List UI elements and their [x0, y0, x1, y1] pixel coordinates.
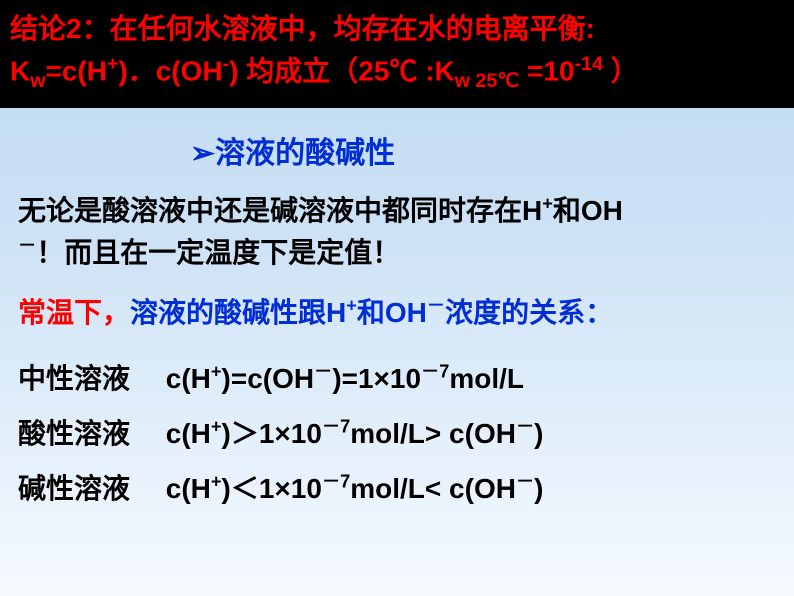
n-a: c(H	[166, 363, 211, 394]
a-d: )	[534, 418, 543, 449]
eq-basic: 碱性溶液 c(H+)＜1×10－7mol/L< c(OH－)	[18, 462, 776, 517]
h-exp: -14	[575, 53, 603, 75]
n-plus: +	[211, 362, 222, 382]
kw-w: w	[30, 70, 45, 92]
header-line-2: Kw=c(H+)．c(OH-) 均成立（25℃ :Kw 25℃ =10-14 ）	[10, 50, 784, 96]
section-title: ➢溶液的酸碱性	[190, 128, 794, 172]
eq-acidic-label: 酸性溶液	[18, 407, 158, 462]
n-b: )=c(OH	[222, 363, 315, 394]
h-end: ）	[603, 55, 639, 86]
n-d: mol/L	[449, 363, 524, 394]
header-line-1: 结论2：在任何水溶液中，均存在水的电离平衡:	[10, 8, 784, 50]
kw-K: K	[10, 55, 30, 86]
b-plus: +	[211, 471, 222, 491]
n-exp: －7	[421, 362, 449, 382]
n-c: )=1×10	[332, 363, 421, 394]
eq-acidic: 酸性溶液 c(H+)＞1×10－7mol/L> c(OH－)	[18, 407, 776, 462]
b1-b: 和OH	[553, 195, 623, 226]
b2-c: 浓度的关系：	[445, 297, 613, 328]
b1-a: 无论是酸溶液中还是碱溶液中都同时存在H	[18, 195, 542, 226]
h-close: ) 均成立（25℃ :K	[229, 55, 455, 86]
eq-neutral-label: 中性溶液	[18, 352, 158, 407]
b-a: c(H	[166, 473, 211, 504]
h-plus: +	[107, 53, 118, 75]
eq-basic-label: 碱性溶液	[18, 462, 158, 517]
header-box: 结论2：在任何水溶液中，均存在水的电离平衡: Kw=c(H+)．c(OH-) 均…	[0, 0, 794, 108]
b2-hplus: +	[346, 296, 357, 316]
b2-ohminus: －	[427, 296, 445, 316]
h-eq: =c(H	[45, 55, 106, 86]
b1-ohminus: －	[18, 236, 36, 256]
b2-a: 溶液的酸碱性跟H	[130, 297, 346, 328]
b-b: )＜1×10	[222, 473, 322, 504]
arrow-icon: ➢	[190, 137, 215, 170]
b2-red: 常温下，	[18, 297, 130, 328]
b-exp: －7	[322, 471, 350, 491]
h-val: =10	[519, 55, 574, 86]
h-dot: )．c(OH	[118, 55, 222, 86]
a-b: )＞1×10	[222, 418, 322, 449]
b-minus: －	[516, 471, 534, 491]
b2-b: 和OH	[357, 297, 427, 328]
b1-c: ！而且在一定温度下是定值！	[36, 237, 400, 268]
body-paragraph-2: 常温下，溶液的酸碱性跟H+和OH－浓度的关系：	[0, 292, 794, 334]
n-minus: －	[314, 362, 332, 382]
a-exp: －7	[322, 417, 350, 437]
a-minus: －	[516, 417, 534, 437]
body-paragraph-1: 无论是酸溶液中还是碱溶液中都同时存在H+和OH －！而且在一定温度下是定值！	[0, 190, 794, 274]
eq-neutral: 中性溶液 c(H+)=c(OH－)=1×10－7mol/L	[18, 352, 776, 407]
equations-block: 中性溶液 c(H+)=c(OH－)=1×10－7mol/L 酸性溶液 c(H+)…	[0, 352, 794, 516]
b-d: )	[534, 473, 543, 504]
a-plus: +	[211, 417, 222, 437]
section-title-text: 溶液的酸碱性	[215, 137, 395, 170]
kw-w2: w 25℃	[455, 70, 519, 92]
b-c: mol/L< c(OH	[350, 473, 516, 504]
a-c: mol/L> c(OH	[350, 418, 516, 449]
b1-hplus: +	[542, 194, 553, 214]
a-a: c(H	[166, 418, 211, 449]
